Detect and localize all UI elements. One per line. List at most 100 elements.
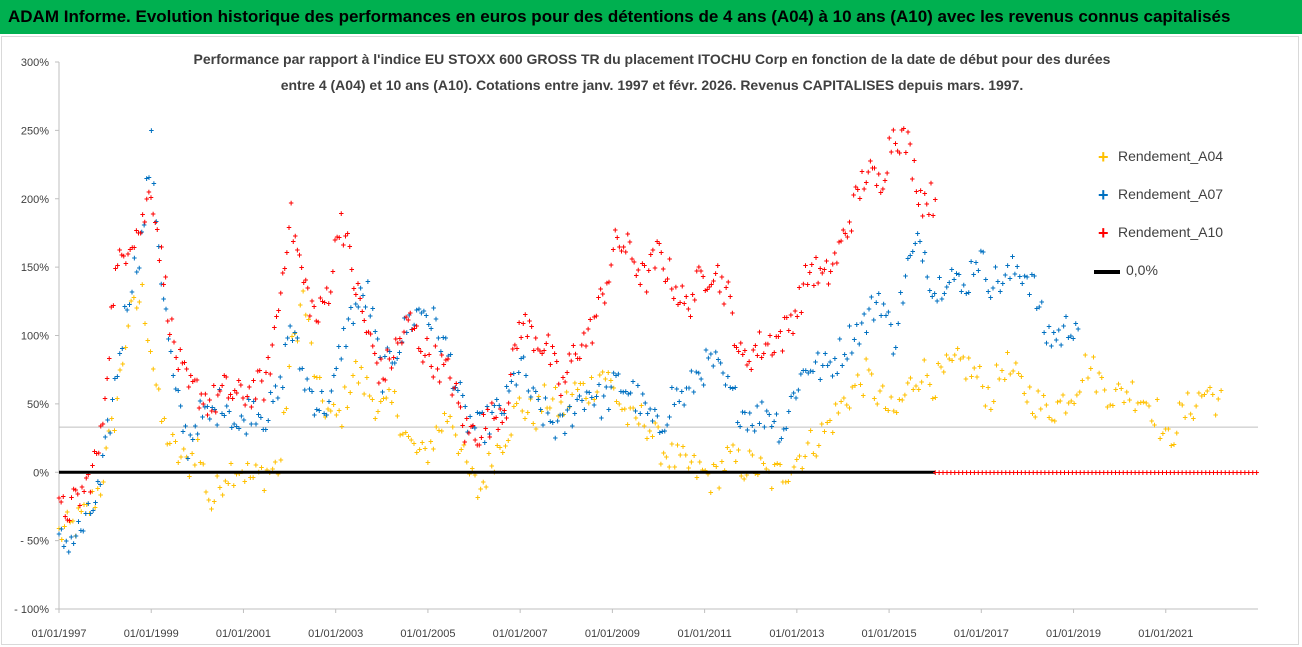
point-a10: + xyxy=(104,374,109,384)
point-a10-zero: + xyxy=(1148,467,1153,477)
point-a04: + xyxy=(70,516,75,526)
point-a07: + xyxy=(334,363,339,373)
y-tick-label: 300% xyxy=(21,57,49,69)
point-a10: + xyxy=(776,332,781,342)
point-a04: + xyxy=(198,457,203,467)
point-a07: + xyxy=(711,361,716,371)
point-a07: + xyxy=(465,427,470,437)
point-a07: + xyxy=(326,397,331,407)
point-a10: + xyxy=(717,287,722,297)
point-a10: + xyxy=(506,398,511,408)
point-a10: + xyxy=(518,333,523,343)
point-a10: + xyxy=(554,356,559,366)
point-a10: + xyxy=(820,268,825,278)
x-tick-label: 01/01/2011 xyxy=(677,628,731,640)
point-a07: + xyxy=(115,372,120,382)
point-a10: + xyxy=(627,237,632,247)
point-a04: + xyxy=(226,479,231,489)
point-a07: + xyxy=(409,324,414,334)
point-a10: + xyxy=(226,393,231,403)
point-a07: + xyxy=(1037,302,1042,312)
point-a07: + xyxy=(59,524,64,534)
point-a07: + xyxy=(740,407,745,417)
point-a07: + xyxy=(212,405,217,415)
point-a04: + xyxy=(969,372,974,382)
point-a10-zero: + xyxy=(980,467,985,477)
point-a07: + xyxy=(358,283,363,293)
point-a07: + xyxy=(1024,272,1029,282)
point-a10: + xyxy=(374,358,379,368)
point-a10: + xyxy=(341,240,346,250)
point-a07: + xyxy=(737,421,742,431)
point-a10-zero: + xyxy=(995,467,1000,477)
point-a10-zero: + xyxy=(1160,467,1165,477)
point-a10: + xyxy=(299,263,304,273)
point-a04: + xyxy=(1096,368,1101,378)
point-a07: + xyxy=(621,387,626,397)
point-a07: + xyxy=(771,417,776,427)
point-a04: + xyxy=(1138,398,1143,408)
point-a07: + xyxy=(888,320,893,330)
point-a07: + xyxy=(414,305,419,315)
point-a07: + xyxy=(219,409,224,419)
point-a07: + xyxy=(844,354,849,364)
point-a10: + xyxy=(832,248,837,258)
point-a07: + xyxy=(565,405,570,415)
point-a04: + xyxy=(938,362,943,372)
point-a04: + xyxy=(328,406,333,416)
point-a10: + xyxy=(314,316,319,326)
point-a04: + xyxy=(653,418,658,428)
point-a10: + xyxy=(719,272,724,282)
point-a10: + xyxy=(544,338,549,348)
point-a07: + xyxy=(986,286,991,296)
legend-line-zero xyxy=(1094,270,1120,274)
point-a10: + xyxy=(161,280,166,290)
point-a04: + xyxy=(531,419,536,429)
point-a04: + xyxy=(581,379,586,389)
point-a07: + xyxy=(652,404,657,414)
point-a04: + xyxy=(273,457,278,467)
point-a07: + xyxy=(353,299,358,309)
point-a10: + xyxy=(654,237,659,247)
data-points: + + + + + + + + + + + + + + + + + + + + + + + + + + + + + + + + + + + + + + + +… xyxy=(56,124,1223,558)
point-a07: + xyxy=(606,405,611,415)
point-a04: + xyxy=(403,428,408,438)
point-a04: + xyxy=(134,303,139,313)
point-a04: + xyxy=(503,441,508,451)
point-a07: + xyxy=(961,280,966,290)
point-a07: + xyxy=(363,302,368,312)
point-a07: + xyxy=(180,426,185,436)
point-a04: + xyxy=(323,412,328,422)
point-a04: + xyxy=(922,355,927,365)
point-a10: + xyxy=(709,279,714,289)
series-a07: + + + + + + + + + + + + + + + + + + + + + + + + + + + + + + + + + + + + + + + +… xyxy=(56,125,1080,557)
point-a04: + xyxy=(148,347,153,357)
point-a07: + xyxy=(312,410,317,420)
point-a07: + xyxy=(168,346,173,356)
point-a10-zero: + xyxy=(964,467,969,477)
point-a07: + xyxy=(283,339,288,349)
point-a10: + xyxy=(372,349,377,359)
point-a10-zero: + xyxy=(1011,467,1016,477)
point-a10-zero: + xyxy=(1136,467,1141,477)
point-a07: + xyxy=(319,387,324,397)
point-a07: + xyxy=(966,288,971,298)
point-a04: + xyxy=(888,392,893,402)
point-a07: + xyxy=(774,409,779,419)
point-a07: + xyxy=(983,274,988,284)
point-a07: + xyxy=(973,258,978,268)
point-a07: + xyxy=(908,251,913,261)
point-a10: + xyxy=(84,473,89,483)
point-a04: + xyxy=(1002,374,1007,384)
point-a10: + xyxy=(98,421,103,431)
point-a10: + xyxy=(830,259,835,269)
point-a10: + xyxy=(395,338,400,348)
point-a10: + xyxy=(853,182,858,192)
point-a07: + xyxy=(613,370,618,380)
point-a10: + xyxy=(117,245,122,255)
point-a07: + xyxy=(587,388,592,398)
point-a04: + xyxy=(90,487,95,497)
point-a10: + xyxy=(418,347,423,357)
point-a04: + xyxy=(836,408,841,418)
point-a07: + xyxy=(368,311,373,321)
